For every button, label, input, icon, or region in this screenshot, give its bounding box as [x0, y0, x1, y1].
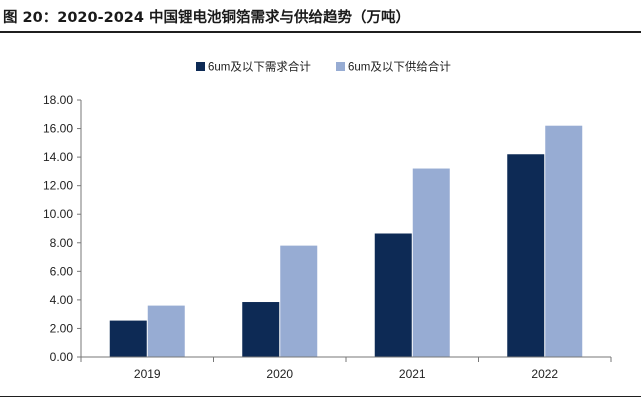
bottom-rule — [0, 396, 641, 397]
x-tick-label: 2022 — [531, 367, 558, 381]
bars — [109, 125, 583, 357]
title-rule — [0, 31, 641, 33]
legend-swatch-demand — [196, 62, 205, 71]
bar-demand-2022 — [507, 154, 545, 357]
bar-supply-2022 — [545, 125, 583, 357]
legend-label-demand: 6um及以下需求合计 — [208, 60, 311, 74]
bar-supply-2019 — [147, 305, 185, 357]
y-tick-label: 0.00 — [50, 350, 74, 364]
legend: 6um及以下需求合计 6um及以下供给合计 — [196, 60, 451, 74]
y-tick-label: 10.00 — [43, 207, 73, 221]
y-tick-label: 12.00 — [43, 179, 73, 193]
y-tick-label: 4.00 — [50, 293, 74, 307]
legend-swatch-supply — [336, 62, 345, 71]
bar-demand-2019 — [109, 320, 147, 357]
y-tick-label: 16.00 — [43, 122, 73, 136]
bar-demand-2020 — [242, 302, 280, 357]
y-tick-label: 2.00 — [50, 321, 74, 335]
x-tick-label: 2020 — [266, 367, 293, 381]
y-tick-label: 14.00 — [43, 150, 73, 164]
figure-title: 图 20：2020-2024 中国锂电池铜箔需求与供给趋势（万吨） — [3, 10, 411, 26]
bar-supply-2021 — [412, 168, 450, 357]
y-axis-ticks: 0.00 2.00 4.00 6.00 8.00 10.00 12.00 14.00 16.00… — [43, 93, 82, 364]
y-tick-label: 18.00 — [43, 93, 73, 107]
y-tick-label: 6.00 — [50, 264, 74, 278]
bar-demand-2021 — [374, 233, 412, 357]
y-tick-label: 8.00 — [50, 236, 74, 250]
legend-label-supply: 6um及以下供给合计 — [348, 60, 451, 74]
x-tick-label: 2021 — [399, 367, 426, 381]
x-tick-label: 2019 — [134, 367, 161, 381]
bar-supply-2020 — [280, 245, 318, 357]
x-axis: 2019 2020 2021 2022 — [80, 356, 612, 381]
